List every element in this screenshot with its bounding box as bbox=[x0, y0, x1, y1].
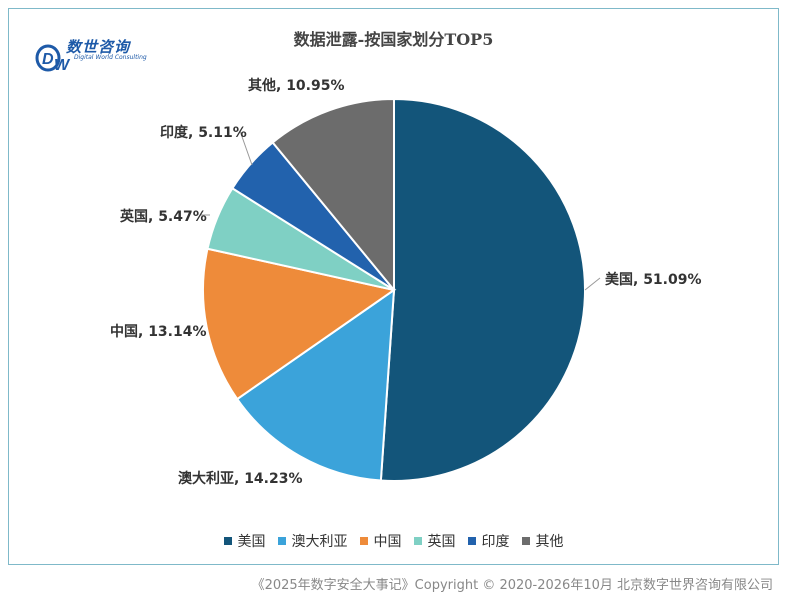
pie-slice-0 bbox=[379, 97, 586, 482]
legend-swatch-4 bbox=[467, 537, 476, 545]
legend-swatch-3 bbox=[413, 537, 422, 545]
legend-label-5: 其他 bbox=[535, 534, 564, 550]
leader-line-4 bbox=[239, 130, 253, 166]
legend-item-4: 印度 bbox=[467, 531, 510, 551]
svg-text:D: D bbox=[42, 51, 54, 68]
legend-label-1: 澳大利亚 bbox=[291, 534, 348, 550]
leader-line-0 bbox=[584, 277, 601, 291]
company-logo: D W 数世咨询 Digital World Consulting bbox=[34, 36, 147, 76]
legend-swatch-1 bbox=[277, 537, 286, 545]
slice-label-2: 中国, 13.14% bbox=[110, 324, 207, 340]
legend-label-3: 英国 bbox=[427, 534, 456, 550]
copyright-footer: 《2025年数字安全大事记》Copyright © 2020-2026年10月 … bbox=[251, 578, 773, 593]
legend-label-0: 美国 bbox=[237, 534, 266, 550]
dw-logo-icon: D W bbox=[35, 44, 71, 74]
logo-cn-text: 数世咨询 bbox=[66, 38, 131, 56]
legend-item-2: 中国 bbox=[359, 531, 402, 551]
legend-item-1: 澳大利亚 bbox=[277, 531, 348, 551]
legend-swatch-0 bbox=[223, 537, 232, 545]
logo-en-text: Digital World Consulting bbox=[74, 54, 147, 61]
legend-swatch-2 bbox=[359, 537, 368, 545]
legend-item-5: 其他 bbox=[521, 531, 564, 551]
legend-label-2: 中国 bbox=[373, 534, 402, 550]
slice-label-5: 其他, 10.95% bbox=[248, 78, 345, 94]
legend-item-0: 美国 bbox=[223, 531, 266, 551]
pie-slice-1 bbox=[235, 287, 396, 482]
chart-title: 数据泄露-按国家划分TOP5 bbox=[293, 30, 494, 49]
pie-slice-2 bbox=[202, 247, 397, 401]
chart-legend: 美国 澳大利亚 中国 英国 印度 其他 bbox=[0, 531, 787, 551]
pie-slice-5 bbox=[271, 97, 395, 293]
legend-swatch-5 bbox=[521, 537, 530, 545]
slice-label-3: 英国, 5.47% bbox=[120, 209, 207, 225]
svg-text:W: W bbox=[54, 57, 71, 74]
legend-label-4: 印度 bbox=[481, 534, 510, 550]
legend-item-3: 英国 bbox=[413, 531, 456, 551]
slice-label-0: 美国, 51.09% bbox=[605, 272, 702, 288]
slice-label-1: 澳大利亚, 14.23% bbox=[178, 471, 303, 487]
slice-label-4: 印度, 5.11% bbox=[160, 125, 247, 141]
